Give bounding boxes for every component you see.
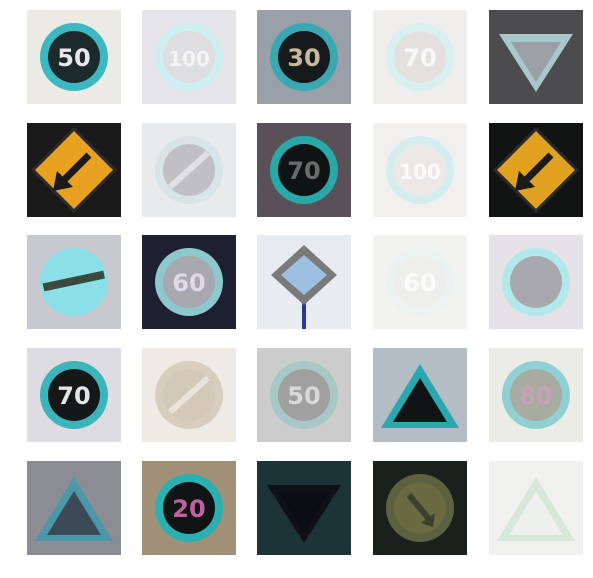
sign-tile	[373, 461, 467, 555]
sign-tile: 80	[489, 348, 583, 442]
sign-tile: 70	[373, 10, 467, 104]
sign-tile: 20	[142, 461, 236, 555]
speed-limit-number: 30	[287, 44, 320, 72]
speed-limit-number: 50	[287, 382, 320, 410]
speed-limit-number: 60	[172, 269, 205, 297]
sign-tile	[489, 123, 583, 217]
sign-image	[27, 235, 121, 329]
sign-image: 20	[142, 461, 236, 555]
sign-image	[142, 123, 236, 217]
speed-limit-number: 100	[168, 47, 210, 71]
sign-image: 30	[257, 10, 351, 104]
sign-image: 60	[373, 235, 467, 329]
sign-tile: 60	[373, 235, 467, 329]
sign-image	[373, 348, 467, 442]
speed-limit-number: 70	[287, 157, 320, 185]
sign-tile: 70	[27, 348, 121, 442]
sign-image	[257, 235, 351, 329]
sign-tile: 70	[257, 123, 351, 217]
sign-tile	[373, 348, 467, 442]
sign-tile: 50	[257, 348, 351, 442]
sign-image	[489, 10, 583, 104]
sign-image	[489, 461, 583, 555]
speed-limit-number: 50	[57, 44, 90, 72]
sign-image: 70	[257, 123, 351, 217]
speed-limit-number: 20	[172, 495, 205, 523]
sign-tile	[257, 461, 351, 555]
sign-image: 60	[142, 235, 236, 329]
sign-image	[257, 461, 351, 555]
sign-tile	[27, 235, 121, 329]
sign-tile	[142, 123, 236, 217]
sign-tile: 60	[142, 235, 236, 329]
sign-image: 80	[489, 348, 583, 442]
sign-image: 70	[373, 10, 467, 104]
sign-image	[489, 235, 583, 329]
speed-limit-number: 70	[57, 382, 90, 410]
sign-tile: 30	[257, 10, 351, 104]
sign-image	[489, 123, 583, 217]
sign-image: 70	[27, 348, 121, 442]
sign-tile	[142, 348, 236, 442]
sign-tile	[27, 123, 121, 217]
sign-tile: 100	[373, 123, 467, 217]
sign-image: 100	[142, 10, 236, 104]
sign-tile	[257, 235, 351, 329]
sign-tile	[27, 461, 121, 555]
speed-limit-number: 80	[519, 382, 552, 410]
sign-image	[142, 348, 236, 442]
sign-tile: 100	[142, 10, 236, 104]
sign-tile: 50	[27, 10, 121, 104]
sign-image: 50	[27, 10, 121, 104]
sign-tile	[489, 461, 583, 555]
speed-limit-number: 70	[403, 44, 436, 72]
speed-limit-number: 60	[403, 269, 436, 297]
sign-tile	[489, 235, 583, 329]
sign-tile	[489, 10, 583, 104]
sign-image	[27, 461, 121, 555]
speed-limit-number: 100	[399, 160, 441, 184]
sign-image	[373, 461, 467, 555]
sign-image: 100	[373, 123, 467, 217]
sign-image	[27, 123, 121, 217]
sign-image: 50	[257, 348, 351, 442]
